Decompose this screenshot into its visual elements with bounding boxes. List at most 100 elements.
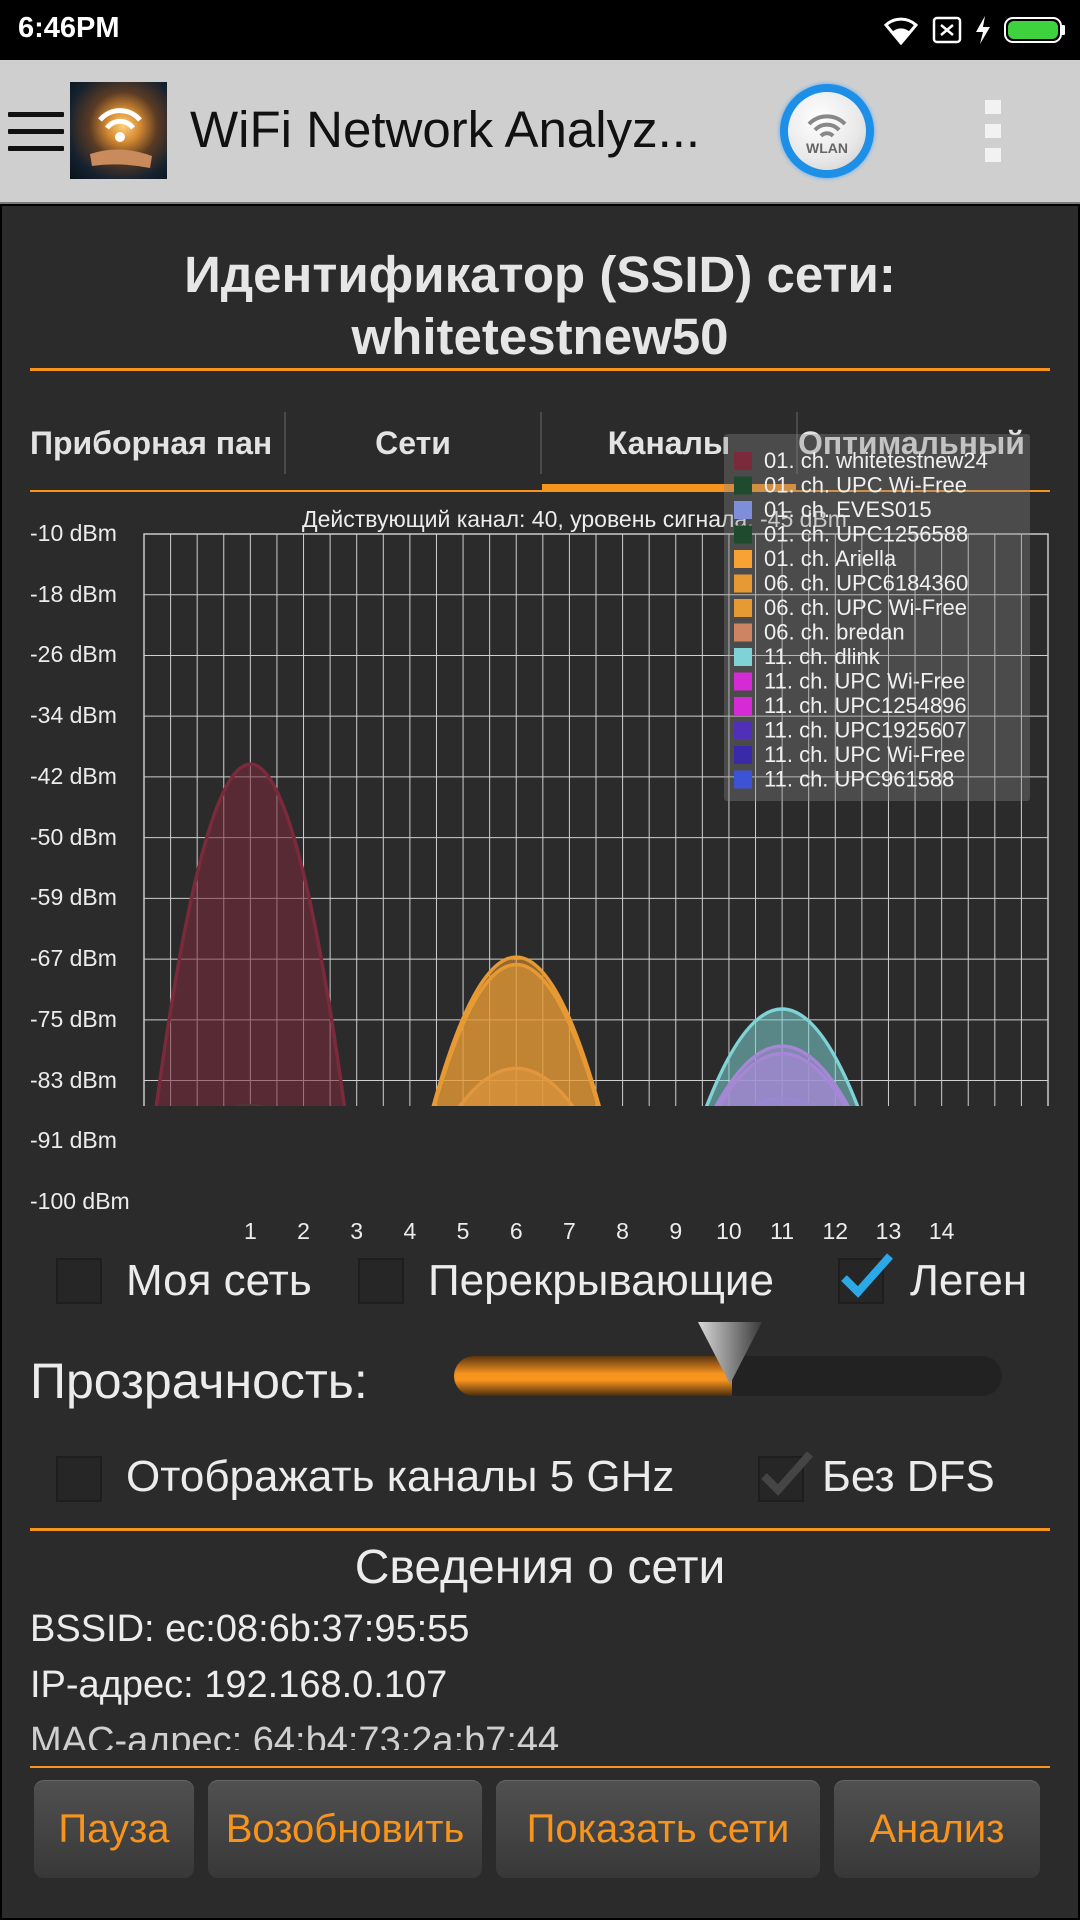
legend-entry: 01. ch. UPC1256588	[764, 522, 968, 547]
y-tick-label: -83 dBm	[30, 1066, 117, 1093]
x-tick-label: 10	[716, 1218, 742, 1244]
slider-thumb-icon[interactable]	[694, 1318, 766, 1390]
show-5ghz-checkbox[interactable]	[56, 1456, 102, 1502]
legend-swatch	[734, 452, 752, 470]
y-tick-label: -50 dBm	[30, 823, 117, 850]
wlan-label: WLAN	[806, 140, 848, 156]
legend-swatch	[734, 623, 752, 642]
no-sim-icon	[932, 16, 962, 44]
x-tick-label: 14	[928, 1218, 955, 1244]
transparency-label: Прозрачность:	[30, 1353, 368, 1409]
ssid-header: Идентификатор (SSID) сети: whitetestnew5…	[2, 244, 1078, 368]
overlapping-checkbox[interactable]	[358, 1258, 404, 1304]
legend-entry: 11. ch. UPC Wi-Free	[764, 742, 965, 767]
no-dfs-label: Без DFS	[822, 1452, 995, 1501]
x-tick-label: 8	[616, 1218, 629, 1244]
wifi-icon	[883, 17, 919, 45]
legend-swatch	[734, 599, 752, 617]
y-tick-label: -59 dBm	[30, 884, 117, 911]
legend-entry: 11. ch. UPC1925607	[764, 718, 967, 743]
tab-selected-indicator	[542, 484, 796, 492]
legend-entry: 11. ch. UPC961588	[764, 767, 954, 792]
x-tick-label: 9	[669, 1218, 683, 1244]
app-title: WiFi Network Analyz...	[190, 101, 701, 158]
bssid-text: BSSID: ec:08:6b:37:95:55	[30, 1608, 470, 1650]
legend-entry: 06. ch. UPC Wi-Free	[764, 595, 967, 620]
x-tick-label: 12	[822, 1218, 849, 1244]
analysis-button[interactable]: Анализ	[834, 1780, 1040, 1878]
wlan-wifi-icon	[807, 114, 847, 138]
info-divider-top	[30, 1528, 1050, 1531]
more-vertical-icon[interactable]	[985, 100, 1005, 170]
legend-entry: 01. ch. EVES015	[764, 497, 932, 522]
legend-swatch	[734, 476, 752, 495]
legend-swatch	[734, 697, 752, 715]
legend-swatch	[734, 770, 752, 789]
y-tick-label: -42 dBm	[30, 762, 117, 789]
legend-entry: 01. ch. UPC Wi-Free	[764, 473, 967, 498]
checkmark-disabled-icon	[761, 1451, 813, 1496]
y-tick-label: -100 dBm	[30, 1188, 130, 1214]
ip-address-text: IP-адрес: 192.168.0.107	[30, 1664, 448, 1706]
x-tick-label: 6	[509, 1218, 523, 1244]
hamburger-menu-icon[interactable]	[8, 112, 64, 152]
tab-networks[interactable]: Сети	[375, 425, 451, 461]
tab-channels[interactable]: Каналы	[607, 425, 731, 461]
app-bar: WiFi Network Analyz... WLAN	[0, 60, 1080, 204]
legend-entry: 11. ch. UPC Wi-Free	[764, 669, 965, 694]
x-tick-label: 2	[297, 1218, 310, 1244]
y-tick-label: -67 dBm	[30, 945, 117, 972]
my-network-checkbox[interactable]	[56, 1258, 102, 1304]
checkmark-icon	[841, 1253, 893, 1298]
x-tick-label: 5	[456, 1218, 470, 1244]
x-tick-label: 4	[403, 1218, 417, 1244]
show-networks-button[interactable]: Показать сети	[496, 1780, 820, 1878]
x-tick-label: 1	[243, 1218, 257, 1244]
series-curve	[704, 1007, 860, 1106]
legend-checkbox[interactable]	[838, 1253, 893, 1304]
legend-entry: 11. ch. UPC1254896	[764, 693, 967, 718]
legend-entry: 01. ch. whitetestnew24	[764, 448, 988, 473]
app-logo	[70, 82, 167, 179]
header-divider	[30, 368, 1050, 371]
tab-optimal[interactable]: Оптимальный	[798, 425, 1025, 461]
y-tick-label: -18 dBm	[30, 580, 117, 607]
mac-address-text: MAC-адрес: 64:b4:73:2a:b7:44	[30, 1720, 560, 1750]
x-tick-label: 3	[350, 1218, 364, 1244]
legend-swatch	[734, 501, 752, 519]
tab-underline	[30, 490, 1050, 492]
legend-swatch	[734, 525, 752, 544]
legend-swatch	[734, 721, 752, 740]
resume-button[interactable]: Возобновить	[208, 1780, 482, 1878]
x-tick-label: 11	[770, 1218, 795, 1244]
y-tick-label: -26 dBm	[30, 641, 117, 668]
legend-swatch	[734, 672, 752, 691]
y-tick-label: -91 dBm	[30, 1127, 117, 1154]
wlan-button[interactable]: WLAN	[780, 84, 874, 178]
show-5ghz-label: Отображать каналы 5 GHz	[126, 1452, 675, 1501]
ssid-label: Идентификатор (SSID) сети:	[184, 246, 896, 303]
legend-entry: 06. ch. UPC6184360	[764, 571, 968, 596]
chart-series	[154, 762, 860, 1106]
ssid-value: whitetestnew50	[351, 308, 729, 365]
pause-button[interactable]: Пауза	[34, 1780, 194, 1878]
chart-title: Действующий канал: 40, уровень сигнала: …	[302, 506, 847, 532]
legend-entry: 01. ch. Ariella	[764, 546, 897, 571]
transparency-slider-fill	[454, 1356, 732, 1396]
status-bar: 6:46PM	[0, 0, 1080, 60]
legend-swatch	[734, 648, 752, 666]
main-panel: Идентификатор (SSID) сети: whitetestnew5…	[2, 206, 1078, 1918]
x-tick-label: 7	[563, 1218, 576, 1244]
series-curve	[154, 762, 347, 1106]
y-tick-label: -34 dBm	[30, 702, 117, 729]
status-time: 6:46PM	[18, 12, 120, 44]
y-tick-label: -10 dBm	[30, 520, 117, 546]
legend-box	[724, 434, 1030, 801]
legend-label: Леген	[910, 1256, 1028, 1305]
my-network-label: Моя сеть	[126, 1256, 312, 1305]
tab-dashboard[interactable]: Приборная пан	[30, 425, 273, 461]
no-dfs-checkbox[interactable]	[758, 1451, 813, 1502]
legend-entry: 06. ch. bredan	[764, 620, 905, 645]
legend-swatch	[734, 746, 752, 764]
